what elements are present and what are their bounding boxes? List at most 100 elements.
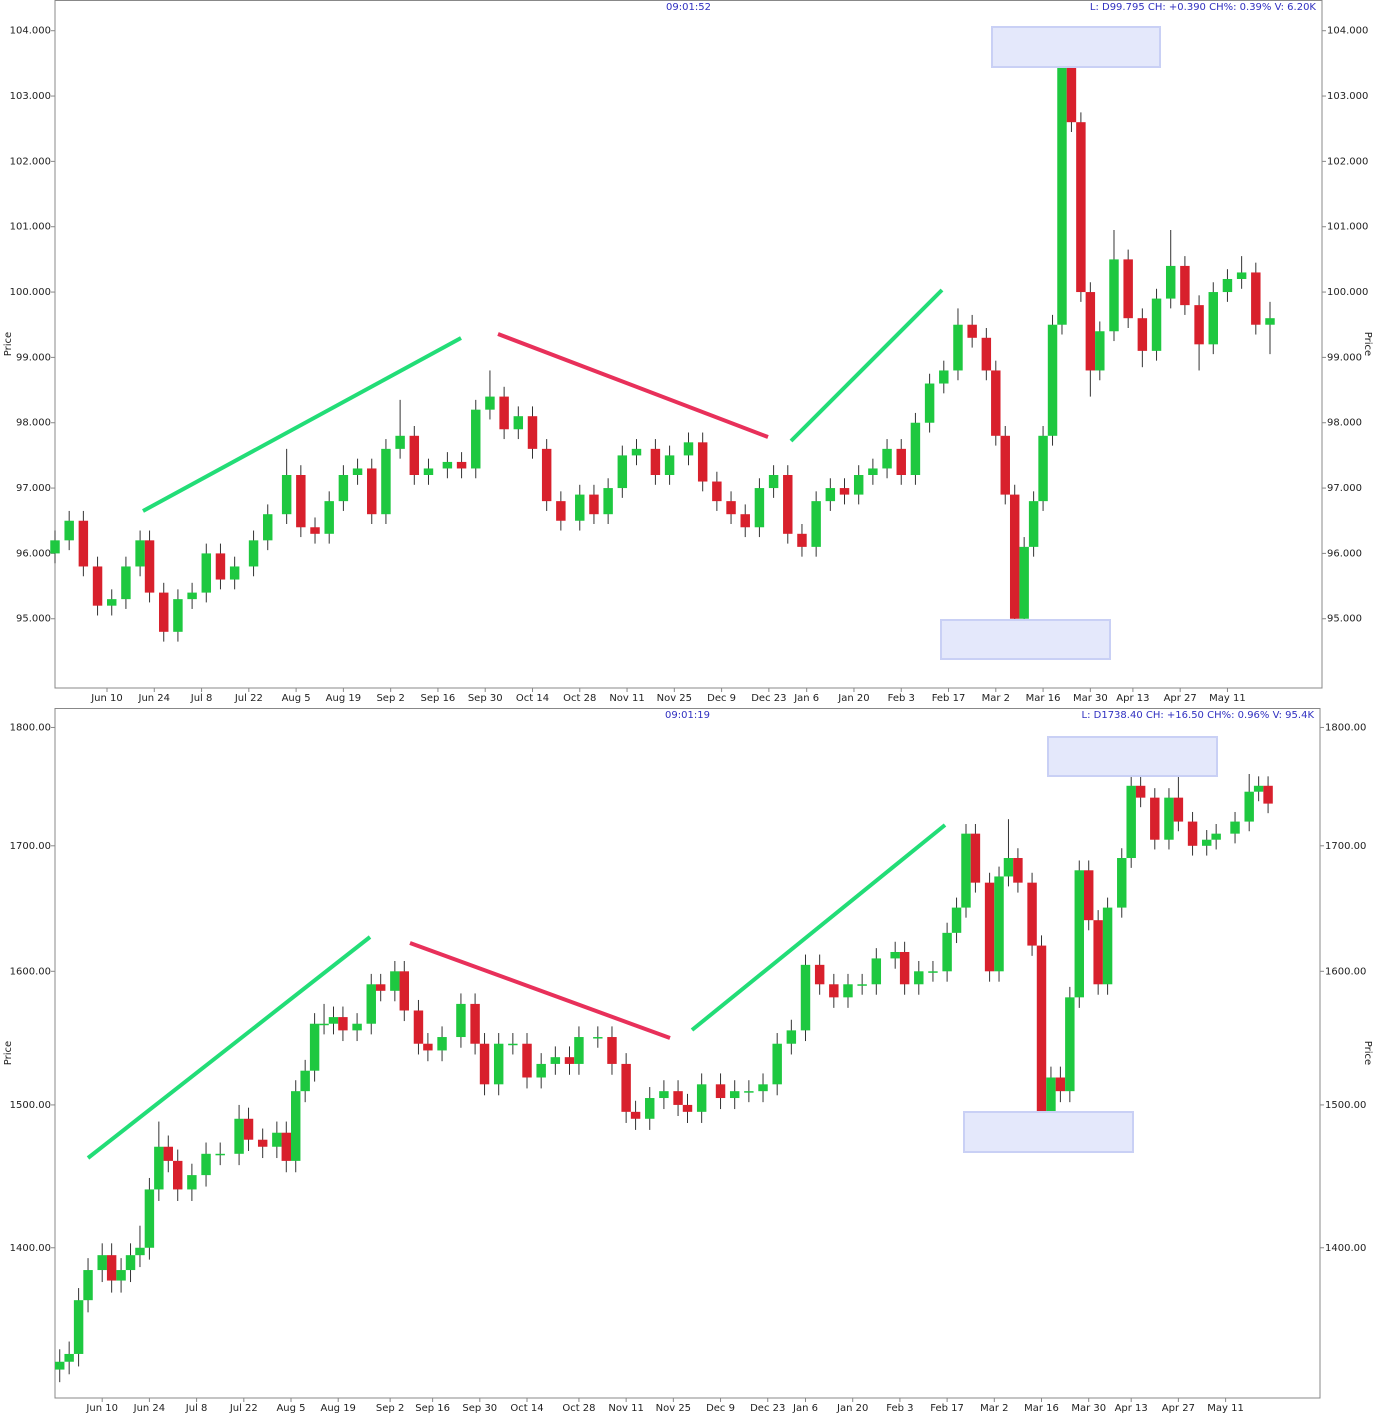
- candle-body: [1253, 785, 1264, 792]
- candle-body: [1173, 797, 1184, 822]
- candle-body: [541, 448, 552, 502]
- candle-body: [513, 416, 524, 430]
- candle-body: [1028, 501, 1039, 547]
- y-tick-label: 103.000: [1327, 91, 1368, 102]
- candle-body: [829, 984, 839, 998]
- trend-line: [86, 935, 372, 1160]
- candle-body: [1194, 305, 1204, 345]
- candle-body: [144, 540, 155, 593]
- candle-body: [1236, 272, 1247, 279]
- y-tick-label: 1700.00: [10, 841, 51, 852]
- candle-body: [83, 1270, 93, 1301]
- candle-body: [617, 455, 628, 489]
- candle-body: [187, 1175, 197, 1190]
- candle-body: [1065, 997, 1075, 1092]
- x-tick-label: Mar 16: [1024, 1403, 1059, 1414]
- trend-line: [789, 288, 944, 443]
- x-tick-label: Apr 27: [1162, 1403, 1195, 1414]
- x-tick-label: Jan 6: [793, 693, 819, 704]
- candle-body: [1047, 324, 1058, 436]
- candle-body: [814, 964, 825, 985]
- candle-body: [942, 932, 952, 972]
- y-tick-label: 1600.00: [1325, 966, 1366, 977]
- candle-body: [50, 540, 60, 554]
- x-tick-label: Jul 8: [185, 1403, 208, 1414]
- x-tick-label: Nov 25: [656, 1403, 691, 1414]
- timestamp: 09:01:52: [666, 2, 711, 13]
- candle-body: [953, 324, 963, 371]
- candle-body: [910, 422, 921, 476]
- y-tick-label: 98.000: [16, 418, 51, 429]
- x-tick-label: Dec 9: [707, 693, 736, 704]
- candle-body: [939, 370, 949, 384]
- candle-body: [64, 1353, 74, 1362]
- candle-body: [896, 448, 906, 476]
- candle-body: [281, 475, 292, 515]
- candle-body: [1093, 920, 1103, 985]
- y-tick-label: 102.000: [1327, 156, 1368, 167]
- x-tick-label: Sep 2: [376, 1403, 404, 1414]
- candle-body: [1066, 56, 1077, 123]
- candle-body: [173, 599, 183, 632]
- x-tick-label: Jan 20: [837, 693, 869, 704]
- quote: L: D99.795 CH: +0.390 CH%: 0.39% V: 6.20…: [1090, 2, 1317, 13]
- candle-body: [984, 882, 995, 972]
- x-tick-label: Jun 24: [138, 693, 171, 704]
- candle-body: [1187, 821, 1198, 846]
- y-tick-label: 100.000: [10, 287, 51, 298]
- candle-body: [715, 1084, 726, 1099]
- candle-body: [1038, 435, 1048, 502]
- candle-body: [1102, 907, 1113, 985]
- candle-body: [116, 1270, 126, 1281]
- candle-body: [319, 1023, 329, 1026]
- x-tick-label: May 11: [1209, 693, 1246, 704]
- candle-body: [768, 475, 779, 489]
- candle-body: [366, 984, 376, 1024]
- candle-body: [1083, 870, 1094, 921]
- candle-body: [951, 907, 962, 933]
- x-tick-label: Sep 16: [415, 1403, 450, 1414]
- candle-body: [1046, 1077, 1056, 1119]
- candle-body: [1019, 546, 1029, 619]
- candle-body: [92, 566, 103, 606]
- y-tick-label: 1400.00: [1325, 1243, 1366, 1254]
- candle-body: [825, 488, 836, 502]
- plot-frame: [54, 0, 1323, 689]
- candle-body: [243, 1118, 254, 1140]
- y-tick-label: 102.000: [10, 156, 51, 167]
- candle-body: [928, 971, 938, 973]
- candle-body: [1123, 259, 1133, 319]
- candle-body: [144, 1189, 155, 1248]
- candle-body: [1251, 272, 1261, 325]
- candle-body: [536, 1063, 546, 1078]
- candle-body: [1074, 870, 1084, 998]
- candle-body: [772, 1043, 782, 1085]
- x-tick-label: Nov 11: [608, 1403, 643, 1414]
- candle-body: [1135, 785, 1146, 798]
- y-tick-label: 96.000: [16, 548, 51, 559]
- candle-body: [215, 1153, 225, 1156]
- candle-body: [173, 1160, 183, 1190]
- x-tick-label: Aug 19: [320, 1403, 355, 1414]
- candle-body: [399, 971, 410, 1011]
- candle-body: [281, 1132, 292, 1161]
- candle-body: [754, 488, 765, 528]
- candle-body: [1137, 318, 1148, 351]
- y-tick-label: 96.000: [1327, 548, 1362, 559]
- y-tick-label: 1500.00: [10, 1100, 51, 1111]
- candle-body: [664, 455, 675, 476]
- candle-body: [163, 1146, 174, 1161]
- candle-body: [797, 533, 807, 547]
- candle-body: [589, 494, 599, 515]
- candle-body: [257, 1139, 268, 1147]
- x-tick-label: Nov 25: [657, 693, 692, 704]
- candle-body: [485, 396, 495, 410]
- candle-body: [229, 566, 240, 580]
- candle-body: [201, 1153, 211, 1176]
- x-tick-label: Sep 30: [462, 1403, 497, 1414]
- candle-body: [712, 481, 722, 502]
- candle-body: [564, 1057, 575, 1064]
- x-tick-label: Feb 17: [930, 1403, 964, 1414]
- y-tick-label: 1600.00: [10, 966, 51, 977]
